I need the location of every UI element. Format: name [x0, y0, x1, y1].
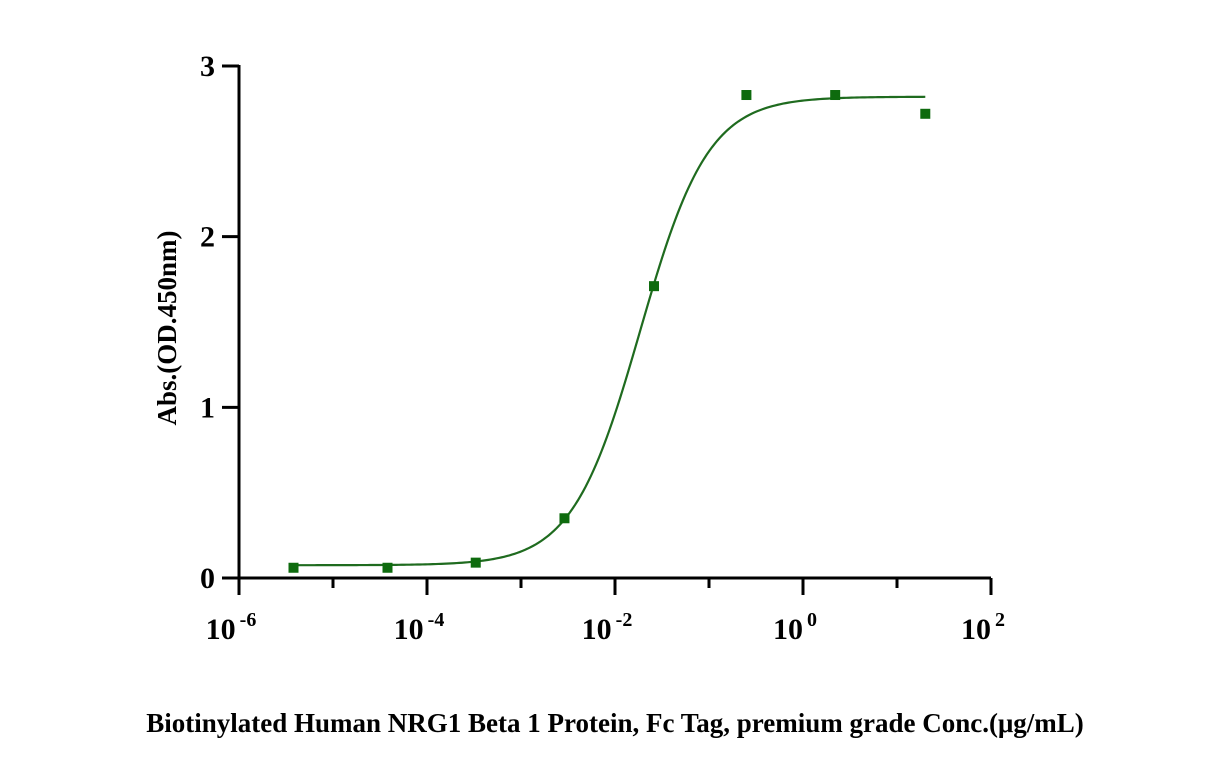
data-point	[559, 513, 570, 524]
y-tick-label: 0	[200, 562, 215, 595]
x-tick-base: 10	[582, 613, 612, 646]
y-tick-label: 2	[200, 221, 215, 254]
x-axis-title: Biotinylated Human NRG1 Beta 1 Protein, …	[146, 708, 1084, 738]
y-tick-label: 3	[200, 50, 215, 83]
x-tick-exponent: -2	[616, 609, 633, 631]
x-tick-label: 10 -6	[206, 609, 257, 646]
y-ticks: 0 1 2 3	[200, 50, 239, 595]
y-axis-title: Abs.(OD.450nm)	[152, 230, 182, 425]
x-tick-label: 10 0	[773, 609, 817, 646]
data-points	[288, 90, 931, 573]
x-ticks: 10 -6 10 -4 10 -2 10 0 10 2	[206, 578, 1005, 646]
x-tick-exponent: -6	[240, 609, 257, 631]
y-tick-label: 1	[200, 391, 215, 424]
data-point	[920, 108, 931, 119]
x-tick-base: 10	[206, 613, 236, 646]
x-tick-exponent: 0	[807, 609, 817, 631]
x-tick-base: 10	[961, 613, 991, 646]
x-tick-label: 10 -2	[582, 609, 633, 646]
data-point	[382, 562, 393, 573]
x-tick-base: 10	[394, 613, 424, 646]
data-point	[470, 557, 481, 568]
x-tick-label: 10 -4	[394, 609, 445, 646]
x-tick-exponent: -4	[428, 609, 445, 631]
x-tick-label: 10 2	[961, 609, 1005, 646]
data-point	[649, 281, 660, 292]
x-tick-base: 10	[773, 613, 803, 646]
x-tick-exponent: 2	[995, 609, 1005, 631]
data-point	[741, 90, 752, 101]
data-point	[830, 90, 841, 101]
data-point	[288, 562, 299, 573]
axes	[237, 65, 991, 580]
fit-curve	[293, 95, 926, 567]
